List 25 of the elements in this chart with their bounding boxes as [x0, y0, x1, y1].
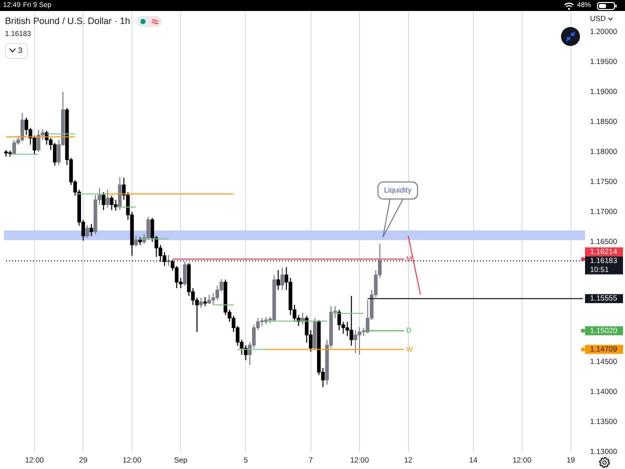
candlestick	[345, 321, 350, 337]
candlestick	[199, 297, 203, 308]
candlestick	[134, 235, 138, 247]
candlestick	[276, 270, 280, 290]
candlestick	[354, 330, 358, 354]
candlestick	[203, 296, 207, 307]
candlestick	[350, 295, 354, 346]
candlestick	[52, 142, 57, 166]
candlestick	[211, 292, 216, 306]
chart-title: British Pound / U.S. Dollar · 1h	[5, 16, 130, 27]
candlestick	[182, 261, 187, 286]
candlestick	[358, 326, 362, 356]
candlestick	[102, 192, 106, 211]
candlestick	[215, 285, 220, 301]
candlestick	[280, 267, 284, 290]
candlestick	[106, 189, 110, 208]
candlestick	[24, 117, 28, 136]
candlestick	[174, 265, 179, 289]
candlestick	[36, 129, 40, 152]
candlestick	[20, 112, 24, 142]
candlestick	[90, 223, 94, 236]
candlestick	[85, 224, 90, 238]
candlestick	[110, 195, 114, 211]
candlestick	[12, 139, 16, 156]
candlestick	[146, 216, 150, 241]
